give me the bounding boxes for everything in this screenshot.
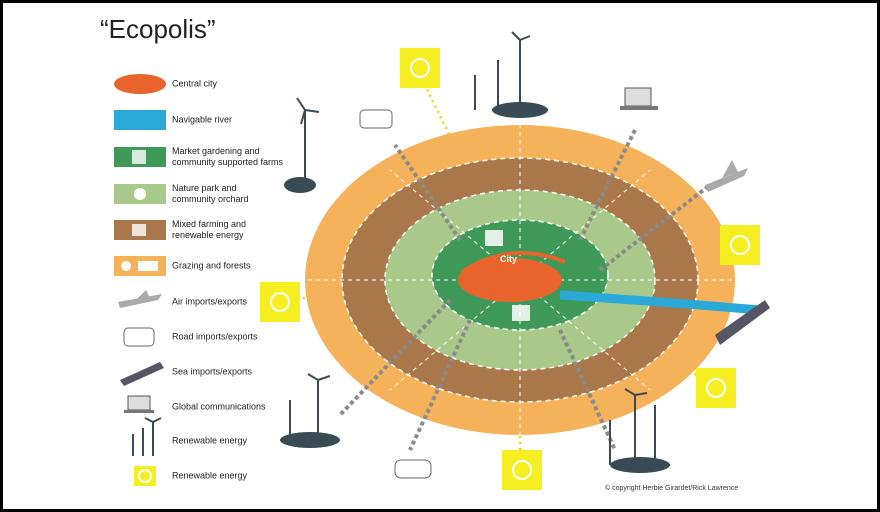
- legend-label: Mixed farming and: [172, 219, 246, 229]
- legend-label: community orchard: [172, 194, 249, 204]
- copyright: © copyright Herbie Girardet/Rick Lawrenc…: [605, 484, 738, 492]
- legend-label: Air imports/exports: [172, 296, 248, 306]
- transport-icons: [359, 87, 770, 479]
- river: [559, 290, 761, 315]
- legend: Central city Navigable river Market garden…: [172, 78, 284, 480]
- city-label: City: [500, 254, 517, 264]
- legend-label: Market gardening and: [172, 146, 260, 156]
- legend-label: Navigable river: [172, 114, 232, 124]
- wind-turbines: [280, 31, 670, 473]
- legend-label: renewable energy: [172, 230, 244, 240]
- legend-label: Sea imports/exports: [172, 366, 253, 376]
- legend-label: Road imports/exports: [172, 331, 258, 341]
- legend-label: Renewable energy: [172, 435, 248, 445]
- suns: [260, 48, 760, 490]
- title: “Ecopolis”: [100, 14, 216, 44]
- legend-label: Central city: [172, 78, 218, 88]
- arrows: [338, 129, 712, 451]
- legend-label: Global communications: [172, 401, 266, 411]
- ecopolis-rings: [305, 125, 735, 435]
- legend-label: Grazing and forests: [172, 260, 251, 270]
- legend-label: Nature park and: [172, 183, 237, 193]
- legend-icons: [114, 74, 166, 486]
- legend-label: community supported farms: [172, 157, 284, 167]
- legend-label: Renewable energy: [172, 470, 248, 480]
